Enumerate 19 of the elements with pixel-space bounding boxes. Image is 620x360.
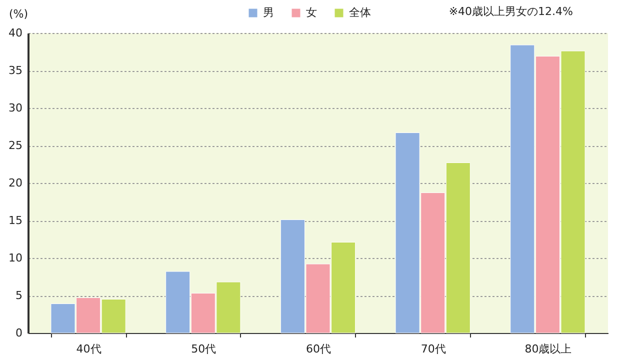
x-tick-label: 40代: [76, 342, 102, 356]
legend-label: 全体: [349, 6, 371, 19]
y-tick-label: 15: [8, 214, 22, 227]
y-tick-label: 35: [8, 64, 22, 77]
y-axis-title: (%): [8, 8, 28, 20]
y-tick-label: 30: [8, 102, 22, 114]
legend-label: 女: [306, 6, 317, 19]
y-tick-label: 0: [16, 326, 22, 340]
x-tick-label: 70代: [420, 342, 446, 356]
y-tick-label: 10: [8, 252, 22, 264]
x-tick-label: 80歳以上: [524, 342, 572, 356]
legend-label: 男: [263, 6, 274, 19]
y-tick-label: 25: [8, 139, 22, 152]
text: ※40歳以上男女の12.4%: [448, 5, 573, 18]
y-tick-label: 40: [8, 26, 22, 40]
x-tick-label: 60代: [306, 342, 331, 356]
y-tick-label: 5: [16, 289, 22, 302]
x-tick-label: 50代: [191, 342, 216, 356]
y-tick-label: 20: [8, 176, 22, 190]
